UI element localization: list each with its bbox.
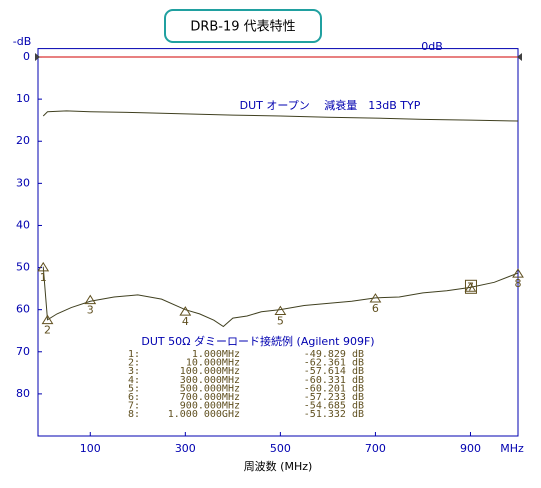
y-tick-label: 0 <box>23 50 30 63</box>
x-tick-label: 100 <box>80 442 101 455</box>
table-freq: 10.000MHz <box>186 358 240 369</box>
marker-label: 8 <box>515 277 522 290</box>
table-freq: 900.000MHz <box>180 401 240 412</box>
marker <box>41 314 54 325</box>
table-value: -57.233 dB <box>304 392 364 403</box>
x-tick-label: MHz <box>500 442 524 455</box>
marker-label: 5 <box>277 315 284 328</box>
table-freq: 700.000MHz <box>180 392 240 403</box>
x-tick-label: 900 <box>460 442 481 455</box>
y-tick-label: 80 <box>16 387 30 400</box>
table-index: 4: <box>128 375 140 386</box>
y-tick-label: 60 <box>16 303 30 316</box>
series-label: DUT 50Ω ダミーロード接続例 (Agilent 909F) <box>141 334 374 348</box>
table-freq: 1.000 000GHz <box>168 409 240 420</box>
marker-label: 4 <box>182 315 189 328</box>
table-index: 6: <box>128 392 140 403</box>
x-tick-label: 300 <box>175 442 196 455</box>
y-tick-label: 40 <box>16 218 30 231</box>
y-tick-label: 20 <box>16 134 30 147</box>
marker <box>512 268 524 278</box>
plot-frame <box>37 48 519 437</box>
table-value: -54.685 dB <box>304 401 364 412</box>
table-index: 5: <box>128 383 140 394</box>
marker <box>179 306 192 316</box>
table-value: -49.829 dB <box>304 349 364 360</box>
y-tick-label: 50 <box>16 261 30 274</box>
table-index: 8: <box>128 409 140 420</box>
series-line <box>42 266 519 328</box>
chart-title: DRB-19 代表特性 <box>190 20 295 35</box>
y-tick-label: 70 <box>16 345 30 358</box>
y-tick-label: 30 <box>16 176 30 189</box>
table-freq: 500.000MHz <box>180 383 240 394</box>
table-index: 1: <box>128 349 140 360</box>
x-axis-label: 周波数 (MHz) <box>244 460 313 473</box>
marker <box>84 294 97 305</box>
table-index: 7: <box>128 401 140 412</box>
x-tick-label: 500 <box>270 442 291 455</box>
marker-label: 3 <box>87 304 94 317</box>
table-value: -62.361 dB <box>304 358 364 369</box>
marker-label: 7 <box>467 280 474 293</box>
table-index: 3: <box>128 366 140 377</box>
marker <box>369 293 382 303</box>
table-value: -60.201 dB <box>304 383 364 394</box>
y-axis-label: -dB <box>13 35 32 48</box>
ref-arrow <box>517 53 522 62</box>
table-value: -60.331 dB <box>304 375 364 386</box>
title-box <box>164 9 322 43</box>
marker <box>37 261 50 272</box>
series-line <box>42 110 519 122</box>
table-freq: 1.000MHz <box>192 349 240 360</box>
x-tick-label: 700 <box>365 442 386 455</box>
table-freq: 300.000MHz <box>180 375 240 386</box>
marker <box>274 305 287 316</box>
marker-label: 6 <box>372 302 379 315</box>
table-index: 2: <box>128 358 140 369</box>
reference-label: 0dB <box>421 40 443 53</box>
marker <box>464 282 477 292</box>
table-value: -57.614 dB <box>304 366 364 377</box>
marker-label: 2 <box>44 324 51 337</box>
series-label: DUT オープン 減衰量 13dB TYP <box>240 98 421 112</box>
table-freq: 100.000MHz <box>180 366 240 377</box>
table-value: -51.332 dB <box>304 409 364 420</box>
y-tick-label: 10 <box>16 92 30 105</box>
marker-label: 1 <box>40 271 47 284</box>
ref-arrow <box>35 53 40 62</box>
marker-box <box>464 279 477 294</box>
